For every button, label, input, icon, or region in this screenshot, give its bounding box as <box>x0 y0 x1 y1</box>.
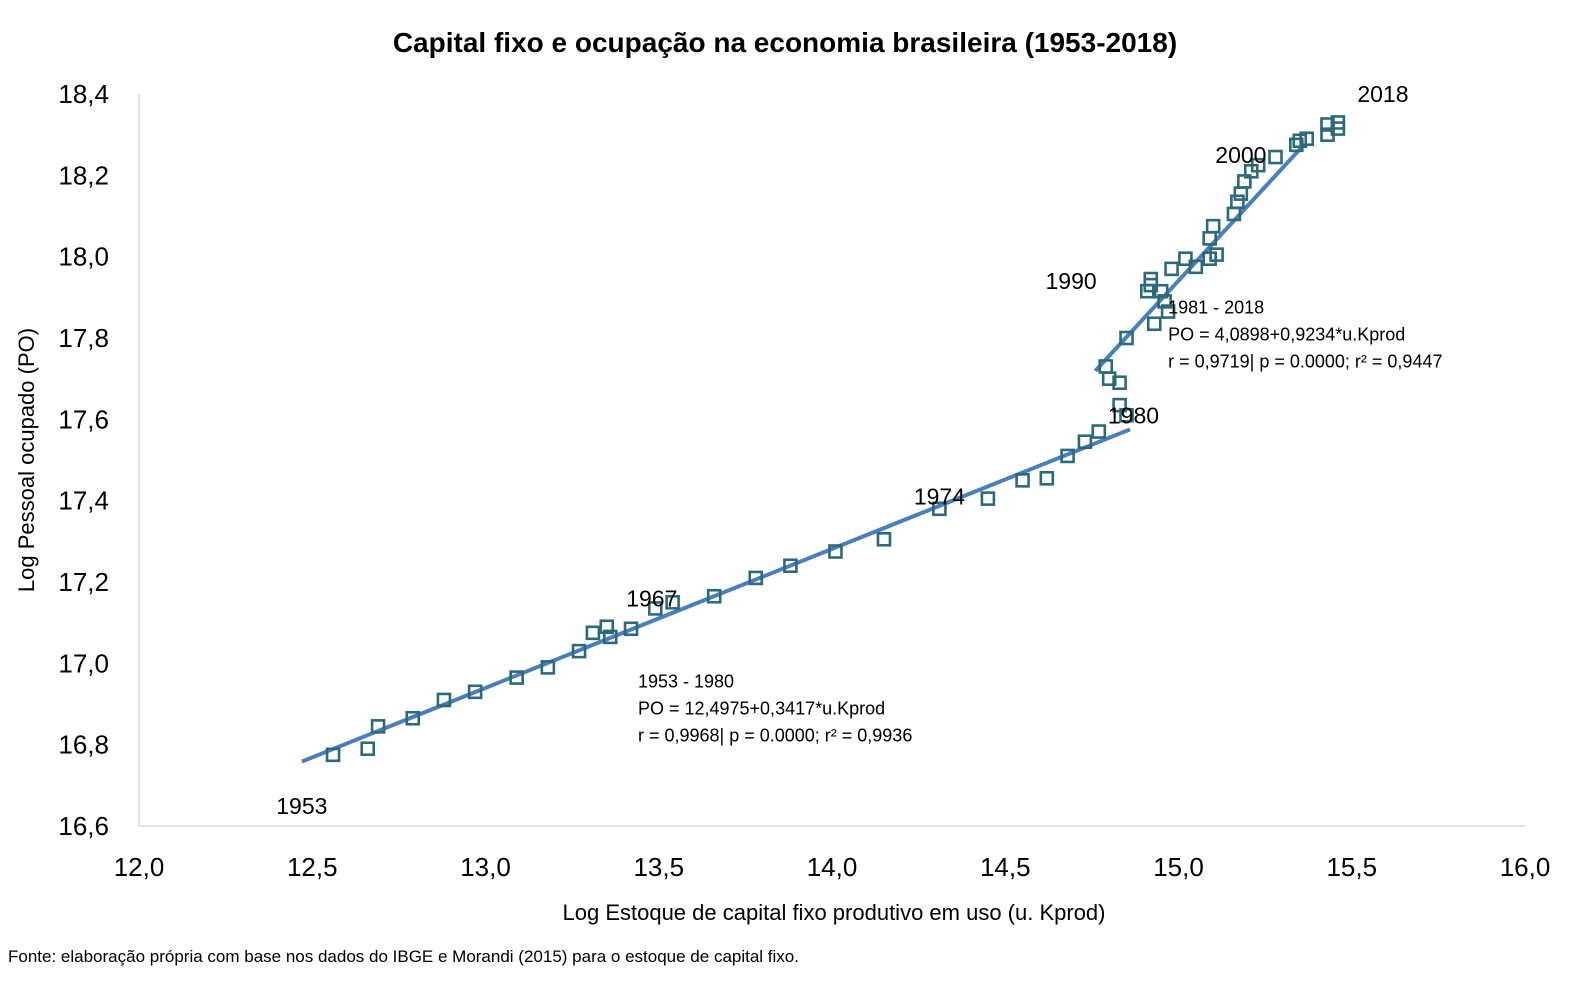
year-label: 1953 <box>276 793 327 819</box>
data-point <box>1330 115 1346 130</box>
data-point <box>1160 304 1176 319</box>
data-point <box>436 692 452 708</box>
data-point <box>509 670 524 685</box>
x-axis-label: Log Estoque de capital fixo produtivo em… <box>563 900 1106 925</box>
x-tick-label: 13,0 <box>460 852 511 882</box>
data-point <box>1077 434 1093 450</box>
data-point <box>405 710 421 726</box>
year-label: 1974 <box>914 484 965 510</box>
y-tick-label: 17,2 <box>58 567 109 597</box>
data-point <box>540 660 556 675</box>
data-point <box>1091 424 1107 439</box>
data-point <box>571 643 587 659</box>
data-point <box>360 741 375 757</box>
data-points <box>325 115 1346 763</box>
data-point <box>370 719 386 734</box>
data-point <box>1112 397 1127 413</box>
year-label: 1967 <box>626 585 677 611</box>
y-tick-label: 16,6 <box>58 811 109 841</box>
y-tick-label: 16,8 <box>58 730 109 760</box>
data-point <box>1299 131 1315 147</box>
year-labels: 1953 1967 1974 1980 1990 2000 2018 <box>276 81 1408 819</box>
y-tick-label: 17,8 <box>58 323 109 353</box>
data-point <box>585 625 601 641</box>
data-point <box>1060 448 1075 464</box>
year-label: 2018 <box>1357 81 1408 107</box>
data-point <box>1230 194 1245 210</box>
data-point <box>599 619 615 635</box>
annotation-line: 1953 - 1980 <box>638 672 734 692</box>
x-tick-label: 15,0 <box>1153 852 1204 882</box>
x-tick-label: 12,5 <box>287 852 338 882</box>
data-point <box>980 491 996 506</box>
regression-annotations: 1953 - 1980 PO = 12,4975+0,3417*u.Kprod r … <box>638 298 1443 746</box>
annotation-line: PO = 4,0898+0,9234*u.Kprod <box>1168 325 1405 345</box>
y-tick-label: 18,2 <box>58 160 109 190</box>
y-tick-label: 17,6 <box>58 404 109 434</box>
data-point <box>602 629 618 645</box>
annotation-line: r = 0,9719| p = 0.0000; r² = 0,9447 <box>1168 352 1442 372</box>
data-point <box>1015 473 1030 488</box>
year-label: 1990 <box>1045 268 1096 294</box>
y-axis-label: Log Pessoal ocupado (PO) <box>14 328 39 592</box>
y-tick-label: 18,4 <box>58 79 109 109</box>
data-point <box>1119 330 1134 346</box>
data-point <box>1146 316 1162 332</box>
data-point <box>325 747 341 763</box>
data-point <box>1233 186 1249 201</box>
data-point <box>1098 359 1114 374</box>
annotation-line: PO = 12,4975+0,3417*u.Kprod <box>638 699 885 719</box>
data-point <box>706 588 722 604</box>
data-point <box>828 544 843 559</box>
data-point <box>665 595 680 610</box>
source-note: Fonte: elaboração própria com base nos d… <box>8 947 799 966</box>
data-point <box>1209 247 1224 262</box>
x-tick-label: 12,0 <box>114 852 165 882</box>
data-point <box>1112 375 1127 391</box>
data-point <box>1157 294 1172 309</box>
x-tick-label: 15,5 <box>1326 852 1377 882</box>
data-point <box>1320 117 1335 132</box>
x-tick-label: 13,5 <box>633 852 684 882</box>
data-point <box>1039 470 1055 486</box>
data-point <box>647 601 663 616</box>
x-tick-labels: 12,0 12,5 13,0 13,5 14,0 14,5 15,0 15,5 16,0 <box>114 852 1551 882</box>
annotation-line: 1981 - 2018 <box>1168 298 1264 318</box>
year-label: 1980 <box>1108 402 1159 428</box>
data-point <box>623 621 639 637</box>
year-label: 2000 <box>1215 142 1266 168</box>
data-point <box>1250 157 1266 173</box>
x-tick-label: 14,5 <box>980 852 1031 882</box>
y-tick-label: 18,0 <box>58 242 109 272</box>
annotation-line: r = 0,9968| p = 0.0000; r² = 0,9936 <box>638 726 912 746</box>
data-point <box>783 558 798 574</box>
data-point <box>1164 261 1179 277</box>
data-point <box>1205 218 1221 234</box>
data-point <box>748 570 764 586</box>
data-point <box>1178 251 1193 266</box>
data-point <box>932 501 947 517</box>
data-point <box>467 684 483 700</box>
data-point <box>1268 149 1283 165</box>
data-point <box>1188 259 1204 275</box>
data-point <box>1143 271 1159 287</box>
y-tick-label: 17,0 <box>58 648 109 678</box>
chart-title: Capital fixo e ocupação na economia bras… <box>393 27 1177 58</box>
x-tick-label: 16,0 <box>1500 852 1551 882</box>
x-tick-label: 14,0 <box>807 852 858 882</box>
trendlines <box>301 144 1305 764</box>
data-point <box>876 531 892 547</box>
y-tick-label: 17,4 <box>58 486 109 516</box>
trendline-2 <box>1093 144 1305 373</box>
y-tick-labels: 16,6 16,8 17,0 17,2 17,4 17,6 17,8 18,0 18,2 18,4 <box>58 79 109 841</box>
